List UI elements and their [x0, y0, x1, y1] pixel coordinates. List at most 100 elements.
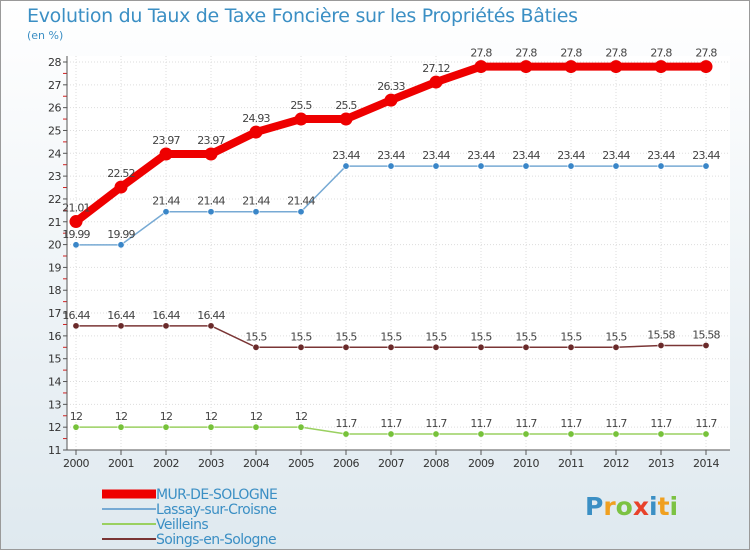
- y-tick-label: 16: [48, 330, 61, 343]
- data-point-mur-de-sologne: [699, 60, 713, 74]
- data-label-veilleins: 11.7: [560, 417, 582, 430]
- y-tick-label: 15: [48, 353, 61, 366]
- y-tick-label: 28: [48, 56, 61, 69]
- x-tick-label: 2004: [243, 457, 269, 470]
- data-label-mur-de-sologne: 25.5: [290, 99, 312, 112]
- data-label-veilleins: 12: [115, 410, 127, 423]
- data-point-mur-de-sologne: [159, 147, 173, 161]
- data-point-soings-en-sologne: [432, 343, 440, 351]
- series: [69, 60, 713, 438]
- data-label-soings-en-sologne: 15.5: [380, 330, 402, 343]
- data-label-veilleins: 12: [205, 410, 217, 423]
- y-tick-label: 23: [48, 170, 61, 183]
- data-label-soings-en-sologne: 15.5: [515, 330, 537, 343]
- data-label-mur-de-sologne: 22.52: [107, 167, 135, 180]
- data-label-veilleins: 11.7: [335, 417, 357, 430]
- data-label-soings-en-sologne: 15.5: [335, 330, 357, 343]
- data-point-soings-en-sologne: [657, 341, 665, 349]
- x-tick-label: 2008: [423, 457, 449, 470]
- legend-label-lassay-sur-croisne: Lassay-sur-Croisne: [156, 502, 276, 518]
- legend-label-mur-de-sologne: MUR-DE-SOLOGNE: [156, 487, 277, 503]
- data-label-soings-en-sologne: 15.58: [692, 328, 720, 341]
- data-point-soings-en-sologne: [117, 322, 125, 330]
- y-tick-label: 18: [48, 284, 61, 297]
- data-point-lassay-sur-croisne: [252, 208, 260, 216]
- data-label-soings-en-sologne: 15.5: [245, 330, 267, 343]
- data-label-soings-en-sologne: 16.44: [62, 309, 90, 322]
- y-tick-label: 22: [48, 193, 61, 206]
- axes: 11 12 13 14 15 16 17 18 19 20 21 22 23 24 25 26 27 28 2000…: [48, 56, 730, 470]
- data-point-veilleins: [702, 430, 710, 438]
- data-label-soings-en-sologne: 15.5: [425, 330, 447, 343]
- data-label-veilleins: 11.7: [515, 417, 537, 430]
- data-point-soings-en-sologne: [387, 343, 395, 351]
- data-point-lassay-sur-croisne: [162, 208, 170, 216]
- y-tick-label: 20: [48, 239, 61, 252]
- data-label-lassay-sur-croisne: 23.44: [422, 149, 450, 162]
- data-label-soings-en-sologne: 15.5: [470, 330, 492, 343]
- data-point-veilleins: [477, 430, 485, 438]
- y-tick-label: 12: [48, 421, 61, 434]
- data-labels: 19.99 19.99 21.44 21.44 21.44 21.44 23.44 23.44…: [62, 47, 721, 430]
- x-tick-label: 2003: [198, 457, 224, 470]
- data-point-lassay-sur-croisne: [342, 162, 350, 170]
- data-point-mur-de-sologne: [114, 180, 128, 194]
- data-label-veilleins: 11.7: [650, 417, 672, 430]
- data-point-lassay-sur-croisne: [522, 162, 530, 170]
- data-point-soings-en-sologne: [297, 343, 305, 351]
- data-label-veilleins: 11.7: [425, 417, 447, 430]
- logo-letter: i: [649, 492, 658, 521]
- data-label-soings-en-sologne: 15.5: [290, 330, 312, 343]
- y-tick-label: 25: [48, 124, 61, 137]
- data-label-mur-de-sologne: 27.8: [650, 47, 672, 60]
- data-label-soings-en-sologne: 15.5: [560, 330, 582, 343]
- data-label-mur-de-sologne: 25.5: [335, 99, 357, 112]
- data-point-soings-en-sologne: [252, 343, 260, 351]
- x-tick-label: 2000: [63, 457, 89, 470]
- data-point-soings-en-sologne: [612, 343, 620, 351]
- logo-letter: t: [657, 492, 670, 521]
- chart-title: Evolution du Taux de Taxe Foncière sur l…: [27, 5, 578, 27]
- data-point-veilleins: [162, 423, 170, 431]
- data-point-soings-en-sologne: [162, 322, 170, 330]
- data-label-mur-de-sologne: 27.8: [470, 47, 492, 60]
- data-label-lassay-sur-croisne: 23.44: [467, 149, 495, 162]
- data-point-veilleins: [72, 423, 80, 431]
- y-tick-label: 27: [48, 79, 61, 92]
- y-tick-label: 19: [48, 261, 61, 274]
- data-label-veilleins: 11.7: [470, 417, 492, 430]
- plot-area: [67, 56, 730, 450]
- data-label-veilleins: 12: [295, 410, 307, 423]
- y-tick-label: 24: [48, 147, 61, 160]
- x-tick-label: 2012: [603, 457, 629, 470]
- data-label-mur-de-sologne: 26.33: [377, 80, 405, 93]
- data-point-soings-en-sologne: [207, 322, 215, 330]
- data-label-soings-en-sologne: 16.44: [152, 309, 180, 322]
- data-point-veilleins: [612, 430, 620, 438]
- y-tick-label: 26: [48, 102, 61, 115]
- data-point-lassay-sur-croisne: [567, 162, 575, 170]
- x-tick-label: 2006: [333, 457, 359, 470]
- data-label-lassay-sur-croisne: 23.44: [512, 149, 540, 162]
- x-tick-label: 2014: [693, 457, 719, 470]
- grid: [67, 56, 730, 451]
- data-point-lassay-sur-croisne: [72, 241, 80, 249]
- data-point-soings-en-sologne: [567, 343, 575, 351]
- data-point-veilleins: [657, 430, 665, 438]
- data-label-mur-de-sologne: 27.8: [560, 47, 582, 60]
- data-label-lassay-sur-croisne: 19.99: [107, 228, 135, 241]
- data-label-veilleins: 12: [250, 410, 262, 423]
- legend: MUR-DE-SOLOGNELassay-sur-CroisneVeillein…: [102, 487, 278, 548]
- data-label-mur-de-sologne: 27.12: [422, 62, 450, 75]
- data-point-mur-de-sologne: [69, 215, 83, 229]
- data-label-mur-de-sologne: 27.8: [605, 47, 627, 60]
- data-label-lassay-sur-croisne: 19.99: [62, 228, 90, 241]
- legend-label-veilleins: Veilleins: [156, 517, 208, 533]
- y-tick-label: 11: [48, 444, 61, 457]
- x-tick-label: 2002: [153, 457, 179, 470]
- y-tick-label: 14: [48, 376, 61, 389]
- data-point-lassay-sur-croisne: [207, 208, 215, 216]
- data-point-lassay-sur-croisne: [612, 162, 620, 170]
- data-point-lassay-sur-croisne: [657, 162, 665, 170]
